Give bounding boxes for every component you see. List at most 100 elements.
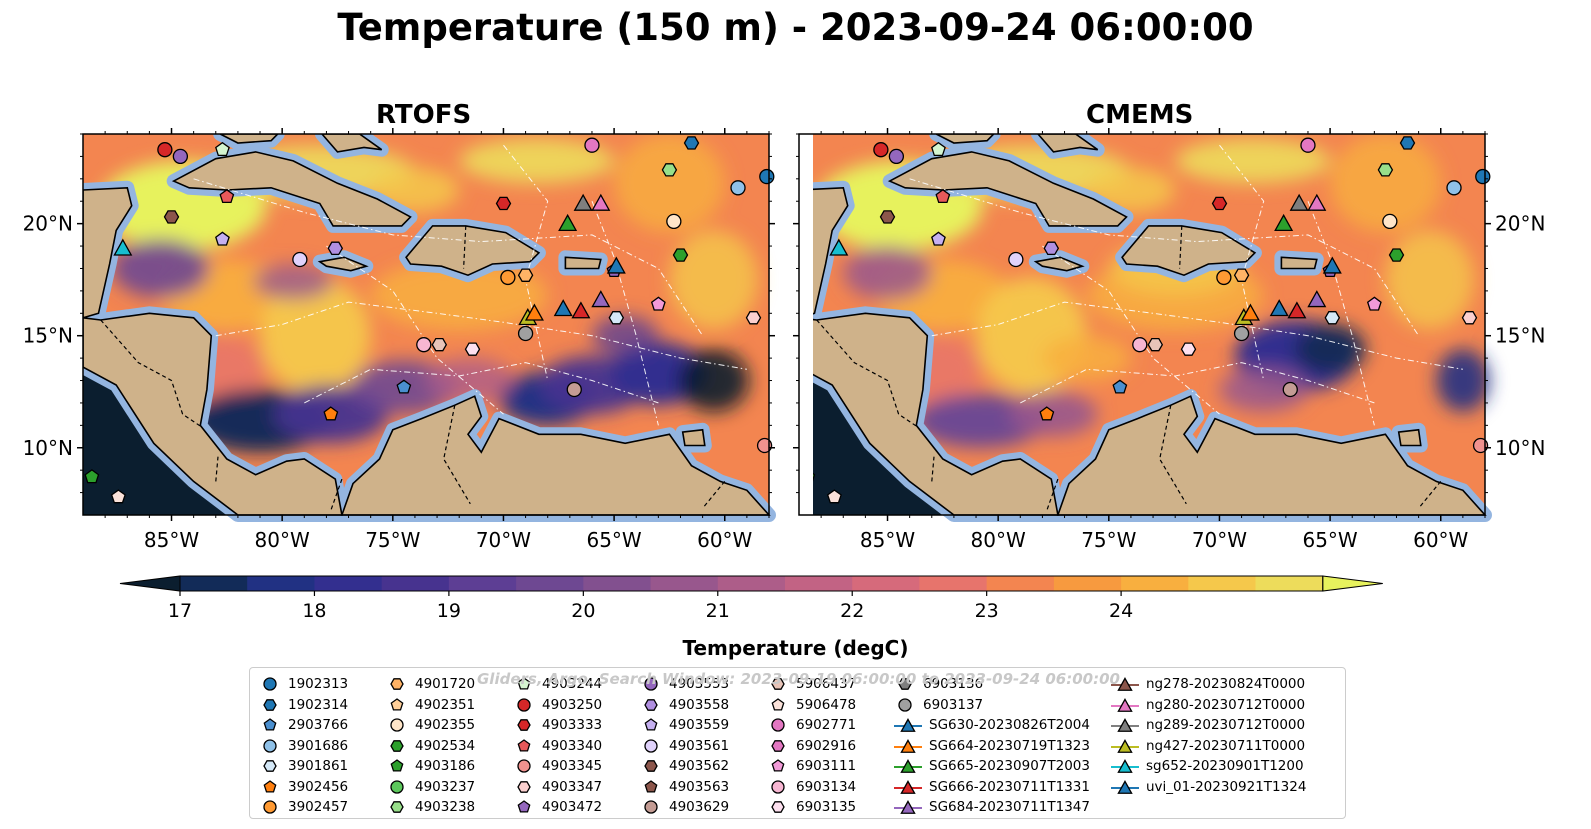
legend-item-label: 5906478 — [796, 696, 857, 713]
platform-marker — [873, 142, 889, 158]
land-south-america — [340, 395, 771, 516]
platform-marker — [826, 489, 842, 504]
legend-marker-icon — [263, 698, 277, 711]
legend-item-label: 1902314 — [288, 696, 349, 713]
legend-symbol — [517, 719, 531, 731]
legend-item-label: 4903333 — [542, 717, 603, 733]
colorbar-bin — [717, 576, 786, 591]
legend-symbol — [771, 718, 785, 732]
legend-marker-icon — [1111, 697, 1139, 712]
land-trinidad — [1397, 428, 1422, 447]
legend-marker-icon — [517, 800, 531, 813]
pacific-ocean — [813, 374, 954, 515]
legend-symbol — [517, 800, 531, 813]
platform-marker — [1475, 168, 1491, 185]
legend-item-label: 4903345 — [542, 758, 603, 774]
legend-item: 3901861 — [258, 756, 348, 776]
legend-item: 2903766 — [258, 715, 348, 735]
legend-item-label: ng278-20230824T0000 — [1146, 676, 1306, 692]
legend-marker-icon — [517, 738, 531, 752]
country-border — [702, 481, 726, 509]
map-frame — [798, 133, 1486, 516]
platform-marker — [1307, 193, 1327, 211]
legend-symbol — [771, 759, 785, 772]
legend-marker-icon — [771, 678, 785, 690]
platform-marker — [215, 231, 230, 246]
legend-item: 4903347 — [512, 777, 602, 797]
legend-item-label: SG665-20230907T2003 — [929, 758, 1090, 774]
legend-marker-icon — [771, 739, 785, 752]
legend-marker-icon — [390, 759, 404, 772]
legend-symbol — [644, 800, 658, 814]
colorbar-bin — [180, 576, 248, 591]
eez-boundary — [931, 301, 1463, 370]
map-panel-rtofs: 85°W 80°W 75°W 70°W 65°W 60°W 20°N 15°N 10°N — [23, 128, 776, 552]
legend-item-label: SG664-20230719T1323 — [929, 737, 1090, 754]
legend-item: 4903629 — [639, 797, 729, 817]
legend-item: 4903237 — [385, 777, 475, 797]
platform-marker — [1043, 241, 1060, 256]
platform-marker — [1211, 196, 1228, 211]
legend-item-label: ng427-20230711T0000 — [1146, 737, 1306, 754]
legend-marker-icon — [644, 800, 658, 814]
legend-triangle — [900, 738, 916, 753]
temperature-anomaly — [591, 315, 659, 356]
platform-marker — [517, 325, 534, 342]
platform-marker — [1377, 163, 1394, 177]
legend-symbol — [644, 677, 658, 691]
legend-item: 4902534 — [385, 736, 475, 756]
platform-marker — [172, 148, 189, 165]
colorbar: 17 18 19 20 21 22 23 24 — [119, 575, 1383, 622]
lon-tick-label: 60°W — [697, 528, 752, 552]
legend-item: 4903333 — [512, 715, 602, 735]
legend-item-label: 5906437 — [796, 676, 857, 692]
platform-marker — [608, 311, 625, 325]
eez-boundary — [1042, 245, 1220, 415]
platform-marker — [606, 256, 626, 274]
legend-item: 4902351 — [385, 695, 475, 715]
platform-marker — [661, 163, 678, 177]
platform-marker — [591, 290, 611, 308]
land-yucatan — [813, 186, 849, 315]
legend-marker-icon — [1111, 677, 1139, 691]
legend-item: 4903472 — [512, 797, 602, 817]
legend-item: ng289-20230712T0000 — [1110, 715, 1305, 735]
colorbar-bin — [1121, 576, 1189, 591]
platform-marker — [1289, 193, 1309, 211]
legend-symbol — [263, 760, 277, 772]
platform-marker — [558, 213, 578, 232]
colorbar-bin — [247, 576, 315, 591]
lat-tick-label: 10°N — [1495, 436, 1545, 460]
legend-item-label: 3901861 — [288, 758, 349, 774]
legend-triangle — [900, 759, 916, 773]
legend-item: 4903563 — [639, 777, 729, 797]
legend-item-label: ng280-20230712T0000 — [1146, 696, 1306, 713]
platform-marker — [931, 141, 946, 157]
legend-symbol — [644, 738, 658, 753]
legend-item-label: 4903559 — [669, 717, 730, 733]
colorbar-extend-low — [119, 575, 181, 592]
legend-item: SG664-20230719T1323 — [893, 736, 1090, 756]
legend-symbol — [390, 718, 404, 732]
platform-marker — [1461, 311, 1478, 325]
country-border — [816, 319, 919, 429]
panel-title-rtofs: RTOFS — [376, 100, 472, 130]
colorbar-bin — [314, 576, 383, 591]
legend-symbol — [390, 801, 404, 813]
land-central-america — [83, 312, 343, 516]
lon-tick-label: 60°W — [1413, 528, 1468, 552]
legend-symbol — [390, 697, 404, 711]
platform-marker — [416, 337, 432, 353]
legend-item-label: 4903244 — [542, 676, 603, 692]
lon-tick-label: 65°W — [1302, 528, 1357, 552]
legend-triangle — [900, 779, 916, 794]
platform-marker — [666, 213, 682, 230]
platform-marker — [1039, 406, 1055, 421]
colorbar-bin — [516, 576, 584, 591]
legend-marker-icon — [517, 677, 531, 690]
legend-item-label: 4903561 — [669, 737, 730, 754]
legend-item: 4903238 — [385, 797, 475, 817]
legend-symbol — [644, 718, 658, 731]
legend-item: 4903562 — [639, 756, 729, 776]
legend-marker-icon — [517, 780, 531, 793]
